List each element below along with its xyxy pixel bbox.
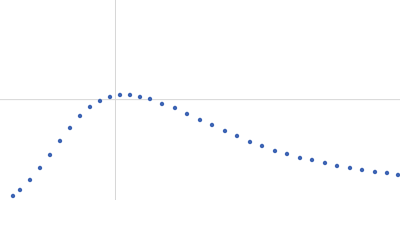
point	[272, 148, 278, 154]
point	[47, 152, 53, 158]
point	[322, 160, 328, 166]
chart	[0, 0, 400, 200]
point	[197, 117, 203, 123]
point	[77, 113, 83, 119]
point	[259, 143, 265, 149]
point	[222, 128, 228, 134]
point	[107, 94, 113, 100]
point	[147, 96, 153, 102]
point	[127, 92, 133, 98]
point	[297, 155, 303, 161]
point	[395, 172, 400, 178]
point	[247, 139, 253, 145]
point	[172, 105, 178, 111]
point	[334, 163, 340, 169]
point	[97, 98, 103, 104]
point	[184, 111, 190, 117]
point	[87, 104, 93, 110]
point	[137, 94, 143, 100]
point	[359, 167, 365, 173]
point	[57, 138, 63, 144]
point	[372, 169, 378, 175]
point	[234, 133, 240, 139]
point	[284, 151, 290, 157]
point	[67, 125, 73, 131]
point	[384, 170, 390, 176]
point	[209, 122, 215, 128]
point	[10, 193, 16, 199]
point	[27, 177, 33, 183]
point	[17, 187, 23, 193]
point	[159, 101, 165, 107]
point	[347, 165, 353, 171]
point	[309, 157, 315, 163]
point	[37, 165, 43, 171]
point	[117, 92, 123, 98]
